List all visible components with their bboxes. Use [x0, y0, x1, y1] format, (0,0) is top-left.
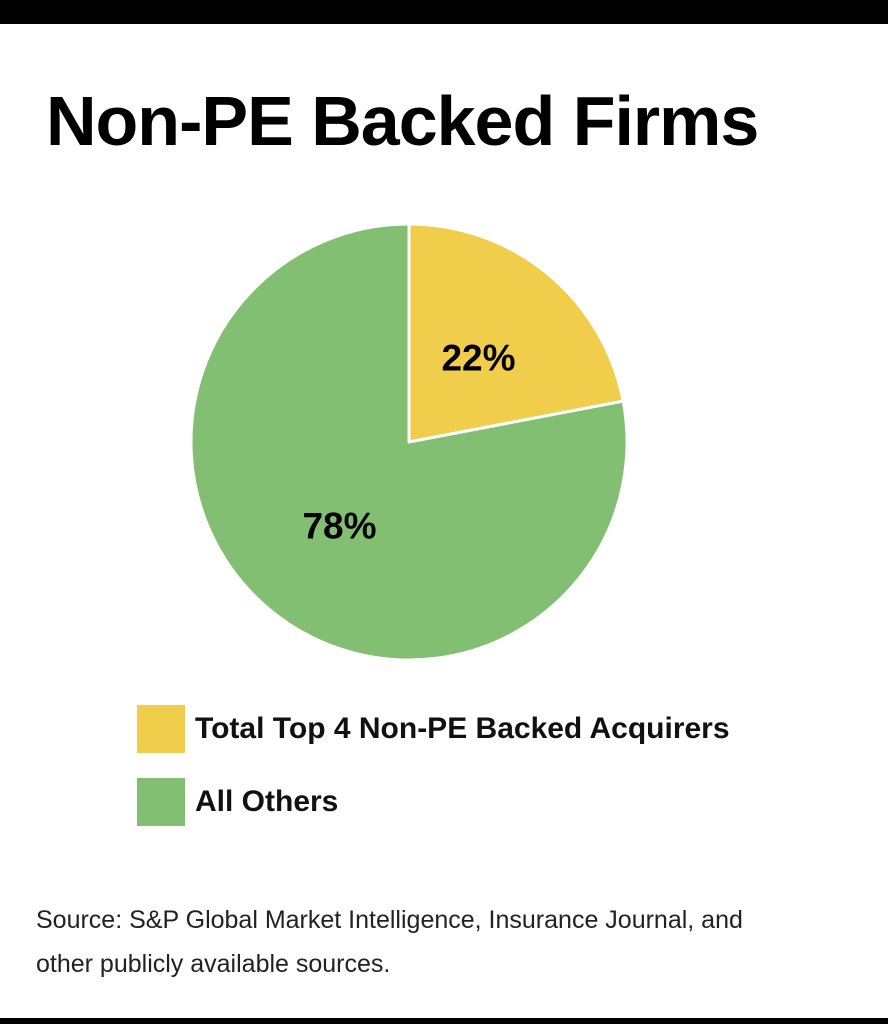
chart-title: Non-PE Backed Firms [46, 82, 759, 160]
source-note: Source: S&P Global Market Intelligence, … [36, 898, 836, 986]
legend-swatch-top4 [137, 705, 185, 753]
pie-slice-all-others [189, 222, 629, 662]
bottom-bar [0, 1018, 888, 1024]
legend-label-all-others: All Others [195, 785, 339, 818]
pie-chart: 22% 78% [189, 222, 629, 662]
pie-label-all-others: 78% [302, 506, 376, 547]
legend-swatch-all-others [137, 778, 185, 826]
pie-label-top4: 22% [441, 338, 515, 379]
legend-item-all-others: All Others [137, 778, 730, 826]
source-line-2: other publicly available sources. [36, 950, 391, 978]
legend-label-top4: Total Top 4 Non-PE Backed Acquirers [195, 712, 730, 745]
top-bar [0, 0, 888, 24]
legend: Total Top 4 Non-PE Backed Acquirers All … [137, 705, 730, 851]
source-line-1: Source: S&P Global Market Intelligence, … [36, 906, 743, 934]
legend-item-top4: Total Top 4 Non-PE Backed Acquirers [137, 705, 730, 753]
pie-slice-top4 [407, 222, 625, 444]
